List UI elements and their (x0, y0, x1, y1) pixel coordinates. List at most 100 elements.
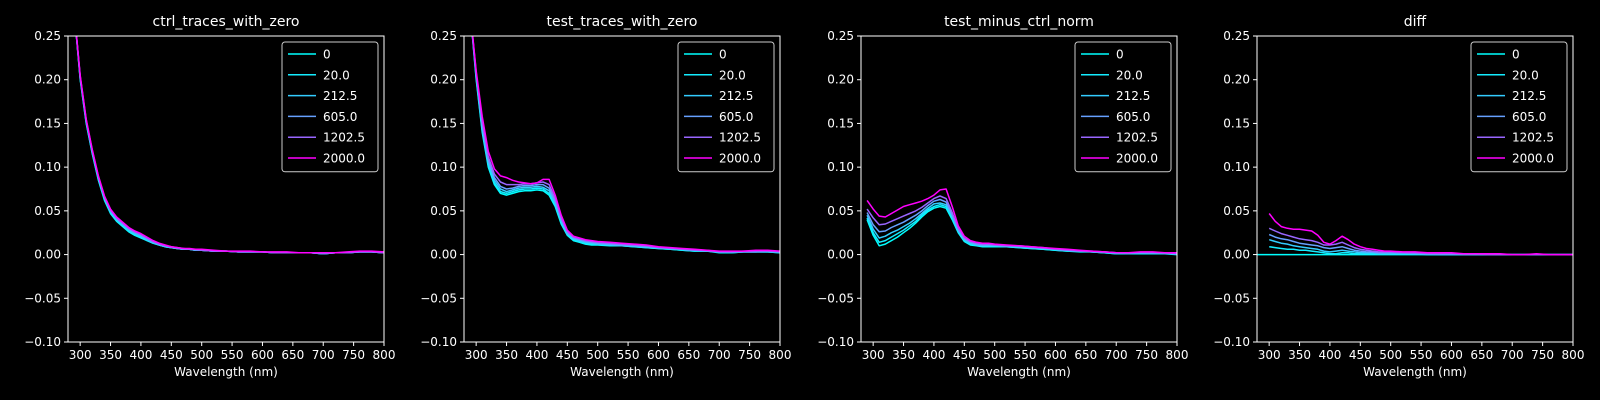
y-tick-label: −0.10 (24, 335, 61, 349)
x-tick-label: 650 (1074, 348, 1097, 362)
legend-entry: 212.5 (719, 89, 753, 103)
y-tick-label: 0.00 (430, 248, 457, 262)
legend-entry: 1202.5 (323, 131, 365, 145)
y-tick-label: −0.05 (420, 291, 457, 305)
legend-entry: 212.5 (323, 89, 357, 103)
x-tick-label: 400 (525, 348, 548, 362)
x-tick-label: 550 (221, 348, 244, 362)
series-line-4 (471, 36, 780, 253)
x-tick-label: 500 (586, 348, 609, 362)
legend-entry: 20.0 (1116, 68, 1143, 82)
y-tick-label: 0.15 (1223, 116, 1250, 130)
legend: 0 20.0 212.5 605.0 1202.5 2000.0 (1470, 41, 1568, 173)
x-tick-label: 650 (1470, 348, 1493, 362)
legend-entry: 605.0 (1116, 110, 1150, 124)
x-axis-label: Wavelength (nm) (967, 365, 1071, 379)
y-tick-label: 0.25 (430, 29, 457, 43)
x-tick-label: 750 (1531, 348, 1554, 362)
legend-entry: 605.0 (323, 110, 357, 124)
legend: 0 20.0 212.5 605.0 1202.5 2000.0 (281, 41, 379, 173)
x-tick-label: 600 (647, 348, 670, 362)
chart-panel-1: 300 350 400 450 500 550 600 650 700 750 800 −0.10 −0… (24, 14, 395, 379)
x-tick-label: 650 (281, 348, 304, 362)
chart-panel-2: 300 350 400 450 500 550 600 650 700 750 800 −0.10 −0… (420, 14, 792, 379)
plot-frame (860, 35, 1178, 343)
x-tick-label: 450 (1349, 348, 1372, 362)
y-tick-label: 0.15 (34, 116, 61, 130)
x-axis-label: Wavelength (nm) (1363, 365, 1467, 379)
legend-entry: 2000.0 (1116, 152, 1158, 166)
x-tick-label: 500 (983, 348, 1006, 362)
series-line-5 (1268, 227, 1573, 256)
x-tick-label: 800 (769, 348, 792, 362)
y-tick-label: 0.20 (1223, 73, 1250, 87)
y-tick-label: 0.25 (827, 29, 854, 43)
x-tick-label: 350 (99, 348, 122, 362)
y-tick-label: 0.20 (827, 73, 854, 87)
x-tick-label: 350 (495, 348, 518, 362)
x-tick-label: 350 (1288, 348, 1311, 362)
x-tick-label: 400 (129, 348, 152, 362)
x-tick-label: 700 (312, 348, 335, 362)
chart-title: test_traces_with_zero (547, 14, 698, 30)
x-tick-label: 750 (1135, 348, 1158, 362)
y-tick-label: 0.00 (34, 248, 61, 262)
legend-entry: 605.0 (719, 110, 753, 124)
x-tick-label: 300 (69, 348, 92, 362)
y-tick-label: −0.10 (1213, 335, 1250, 349)
chart-title: diff (1404, 14, 1427, 30)
x-tick-label: 450 (953, 348, 976, 362)
legend-entry: 0 (719, 48, 727, 62)
y-tick-label: 0.00 (1223, 248, 1250, 262)
y-tick-label: 0.20 (430, 73, 457, 87)
x-tick-label: 600 (251, 348, 274, 362)
x-tick-label: 500 (1379, 348, 1402, 362)
y-tick-label: 0.10 (1223, 160, 1250, 174)
x-tick-label: 600 (1044, 348, 1067, 362)
x-tick-label: 800 (1562, 348, 1585, 362)
x-tick-label: 550 (1014, 348, 1037, 362)
x-tick-label: 500 (190, 348, 213, 362)
x-tick-label: 550 (617, 348, 640, 362)
y-tick-label: −0.05 (1213, 291, 1250, 305)
y-tick-label: 0.05 (34, 204, 61, 218)
x-tick-label: 700 (1501, 348, 1524, 362)
x-tick-label: 300 (1258, 348, 1281, 362)
x-tick-label: 300 (862, 348, 885, 362)
y-tick-label: 0.05 (430, 204, 457, 218)
y-tick-label: 0.10 (430, 160, 457, 174)
chart-panel-3: 300 350 400 450 500 550 600 650 700 750 800 −0.10 −0… (817, 14, 1188, 379)
legend-entry: 1202.5 (719, 131, 761, 145)
legend-entry: 2000.0 (1512, 152, 1554, 166)
x-tick-label: 350 (892, 348, 915, 362)
y-tick-label: 0.15 (827, 116, 854, 130)
x-tick-label: 750 (342, 348, 365, 362)
y-tick-label: 0.05 (1223, 204, 1250, 218)
legend-entry: 2000.0 (719, 152, 761, 166)
y-tick-label: −0.10 (817, 335, 854, 349)
legend-entry: 0 (1512, 48, 1520, 62)
y-tick-label: −0.05 (817, 291, 854, 305)
x-tick-label: 600 (1440, 348, 1463, 362)
legend-entry: 20.0 (1512, 68, 1539, 82)
x-tick-label: 300 (465, 348, 488, 362)
y-tick-label: 0.05 (827, 204, 854, 218)
x-tick-label: 750 (738, 348, 761, 362)
x-axis-label: Wavelength (nm) (570, 365, 674, 379)
y-tick-label: 0.25 (34, 29, 61, 43)
legend-entry: 212.5 (1512, 89, 1546, 103)
y-tick-label: 0.25 (1223, 29, 1250, 43)
x-axis-label: Wavelength (nm) (174, 365, 278, 379)
legend-entry: 2000.0 (323, 152, 365, 166)
series-line-6 (866, 188, 1177, 254)
series-line-6 (75, 36, 384, 254)
legend-entry: 1202.5 (1116, 131, 1158, 145)
x-tick-label: 450 (160, 348, 183, 362)
x-tick-label: 800 (1166, 348, 1189, 362)
legend-entry: 0 (1116, 48, 1124, 62)
legend: 0 20.0 212.5 605.0 1202.5 2000.0 (677, 41, 775, 173)
legend-entry: 1202.5 (1512, 131, 1554, 145)
y-tick-label: 0.10 (827, 160, 854, 174)
series-line-6 (1268, 213, 1573, 256)
y-tick-label: 0.20 (34, 73, 61, 87)
